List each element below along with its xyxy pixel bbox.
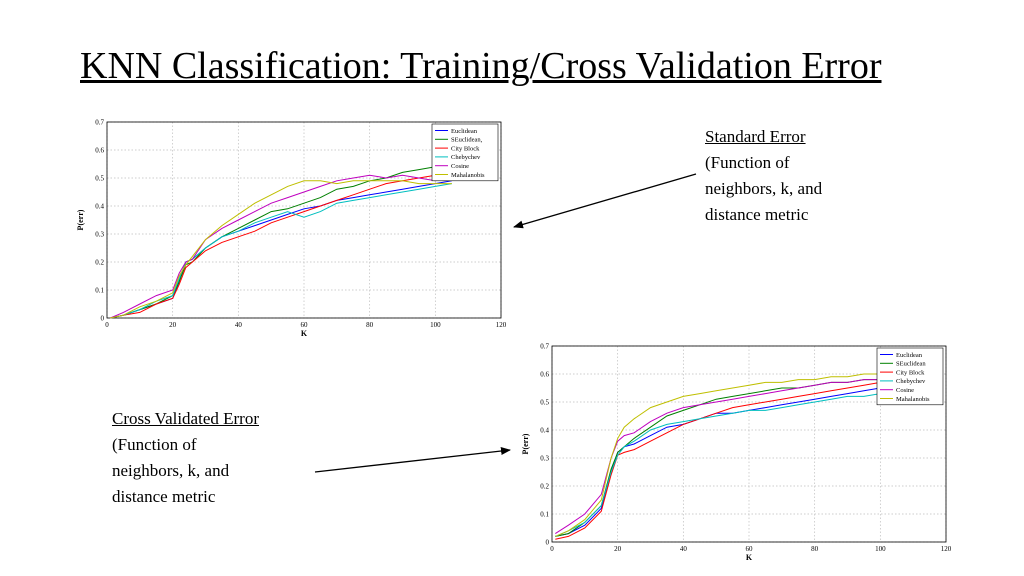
y-tick-label: 0.3 — [540, 455, 549, 463]
series-line — [110, 174, 452, 319]
y-tick-label: 0.5 — [95, 175, 104, 183]
cross-validated-error-heading: Cross Validated Error — [112, 409, 259, 428]
y-tick-label: 0.7 — [95, 119, 104, 127]
y-axis-label: P(err) — [521, 433, 530, 454]
series-line — [110, 183, 452, 319]
standard-error-heading: Standard Error — [705, 127, 806, 146]
cross-validated-error-note: Cross Validated Error (Function of neigh… — [112, 406, 259, 510]
legend-entry: Mahalanobis — [451, 172, 485, 179]
legend-entry: SEuclidean, — [451, 137, 483, 144]
cross-validated-error-line: distance metric — [112, 487, 216, 506]
series-line — [555, 393, 881, 537]
cross-validated-error-line: neighbors, k, and — [112, 461, 230, 480]
standard-error-line: neighbors, k, and — [705, 179, 823, 198]
legend-entry: Euclidean — [451, 128, 478, 135]
standard-error-arrow — [513, 173, 697, 229]
legend-entry: Mahalanobis — [896, 396, 930, 403]
axes-frame — [106, 121, 502, 319]
y-tick-label: 0.4 — [540, 427, 549, 435]
legend-entry: City Block — [451, 145, 480, 152]
y-tick-label: 0 — [546, 539, 550, 547]
legend-entry: Cosine — [896, 387, 914, 394]
series-line — [110, 171, 452, 319]
x-axis-label: K — [301, 329, 308, 338]
y-tick-label: 0.2 — [540, 483, 549, 491]
legend-entry: Chebychev — [451, 154, 481, 161]
x-tick-label: 80 — [366, 321, 374, 329]
x-tick-label: 60 — [746, 545, 754, 553]
y-tick-label: 0.1 — [95, 287, 104, 295]
legend-entry: Euclidean — [896, 352, 923, 359]
legend-entry: Cosine — [451, 163, 469, 170]
legend-entry: City Block — [896, 369, 925, 376]
cross-validated-error-line: (Function of — [112, 435, 197, 454]
x-axis-label: K — [746, 553, 753, 562]
x-tick-label: 120 — [941, 545, 952, 553]
x-tick-label: 80 — [811, 545, 819, 553]
y-tick-label: 0.3 — [95, 231, 104, 239]
y-tick-label: 0.6 — [540, 371, 549, 379]
x-tick-label: 0 — [550, 545, 554, 553]
x-tick-label: 20 — [614, 545, 622, 553]
x-tick-label: 100 — [875, 545, 886, 553]
y-tick-label: 0 — [101, 315, 105, 323]
y-tick-label: 0.4 — [95, 203, 104, 211]
y-tick-label: 0.6 — [95, 147, 104, 155]
x-tick-label: 100 — [430, 321, 441, 329]
standard-error-line: distance metric — [705, 205, 809, 224]
legend-box — [431, 123, 499, 182]
x-tick-label: 0 — [105, 321, 109, 329]
cross-validated-error-chart: 0 20 40 60 80 100 120 0 0.1 0.2 0.3 0.4 0.5 0.6 0.7 K P(… — [521, 343, 952, 563]
standard-error-note: Standard Error (Function of neighbors, k… — [705, 124, 822, 228]
x-tick-label: 60 — [301, 321, 309, 329]
y-tick-label: 0.7 — [540, 343, 549, 351]
x-tick-label: 20 — [169, 321, 177, 329]
slide-title: KNN Classification: Training/Cross Valid… — [80, 45, 882, 87]
y-tick-label: 0.1 — [540, 511, 549, 519]
x-tick-label: 40 — [680, 545, 688, 553]
y-axis-label: P(err) — [76, 209, 85, 230]
standard-error-chart: 0 20 40 60 80 100 120 0 0.1 0.2 0.3 0.4 0.5 0.6 0.7 K P(… — [76, 119, 507, 339]
y-tick-label: 0.5 — [540, 399, 549, 407]
y-tick-label: 0.2 — [95, 259, 104, 267]
series-line — [110, 180, 452, 319]
x-tick-label: 40 — [235, 321, 243, 329]
axes-frame — [551, 345, 947, 543]
cross-validated-error-arrow — [314, 447, 511, 473]
legend-entry: SEuclidean — [896, 361, 926, 368]
x-tick-label: 120 — [496, 321, 507, 329]
series-line — [555, 373, 881, 537]
legend-entry: Chebychev — [896, 378, 926, 385]
standard-error-line: (Function of — [705, 153, 790, 172]
legend-box — [876, 347, 944, 406]
